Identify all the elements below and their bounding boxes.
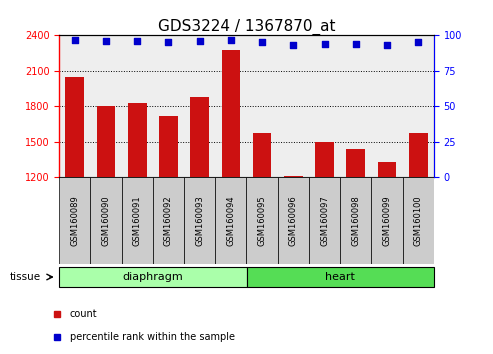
FancyBboxPatch shape (246, 267, 434, 287)
Bar (309, 177, 340, 264)
Bar (122, 177, 153, 264)
Point (196, 38, 204, 44)
Text: GSM160095: GSM160095 (258, 195, 267, 246)
Bar (378, 162, 396, 177)
Bar (403, 177, 434, 264)
Text: GSM160100: GSM160100 (414, 195, 423, 246)
Bar (66, 77, 84, 177)
Text: GSM160094: GSM160094 (226, 195, 235, 246)
Bar (221, 50, 240, 177)
Text: GSM160098: GSM160098 (352, 195, 360, 246)
Point (71, 37, 79, 42)
Text: GSM160097: GSM160097 (320, 195, 329, 246)
Bar (59, 177, 90, 264)
Text: percentile rank within the sample: percentile rank within the sample (70, 332, 235, 342)
Point (227, 37, 235, 42)
Text: GSM160090: GSM160090 (102, 195, 110, 246)
Bar (190, 97, 209, 177)
Text: GSM160093: GSM160093 (195, 195, 204, 246)
Point (289, 42, 297, 48)
Bar (90, 177, 122, 264)
Point (133, 38, 141, 44)
Bar (278, 177, 309, 264)
Bar (284, 176, 303, 177)
Title: GDS3224 / 1367870_at: GDS3224 / 1367870_at (158, 19, 335, 35)
Point (102, 38, 110, 44)
Bar (315, 142, 334, 177)
Bar (246, 177, 278, 264)
Bar (184, 177, 215, 264)
Point (165, 40, 173, 45)
Text: GSM160091: GSM160091 (133, 195, 141, 246)
Bar (347, 149, 365, 177)
Text: GSM160099: GSM160099 (383, 195, 391, 246)
Bar (371, 177, 403, 264)
Point (414, 40, 422, 45)
Bar (128, 103, 146, 177)
Text: heart: heart (325, 272, 355, 282)
Text: GSM160096: GSM160096 (289, 195, 298, 246)
Bar (159, 116, 178, 177)
Point (352, 41, 360, 47)
Text: GSM160092: GSM160092 (164, 195, 173, 246)
Point (383, 42, 391, 48)
Point (320, 41, 328, 47)
Bar (409, 133, 427, 177)
Bar (153, 177, 184, 264)
Point (258, 40, 266, 45)
Bar (215, 177, 246, 264)
Text: GSM160089: GSM160089 (70, 195, 79, 246)
Text: diaphragm: diaphragm (122, 272, 183, 282)
Bar (97, 106, 115, 177)
Bar (340, 177, 371, 264)
Bar (253, 133, 272, 177)
FancyBboxPatch shape (59, 267, 246, 287)
Text: count: count (70, 309, 98, 319)
Text: tissue: tissue (10, 272, 41, 282)
